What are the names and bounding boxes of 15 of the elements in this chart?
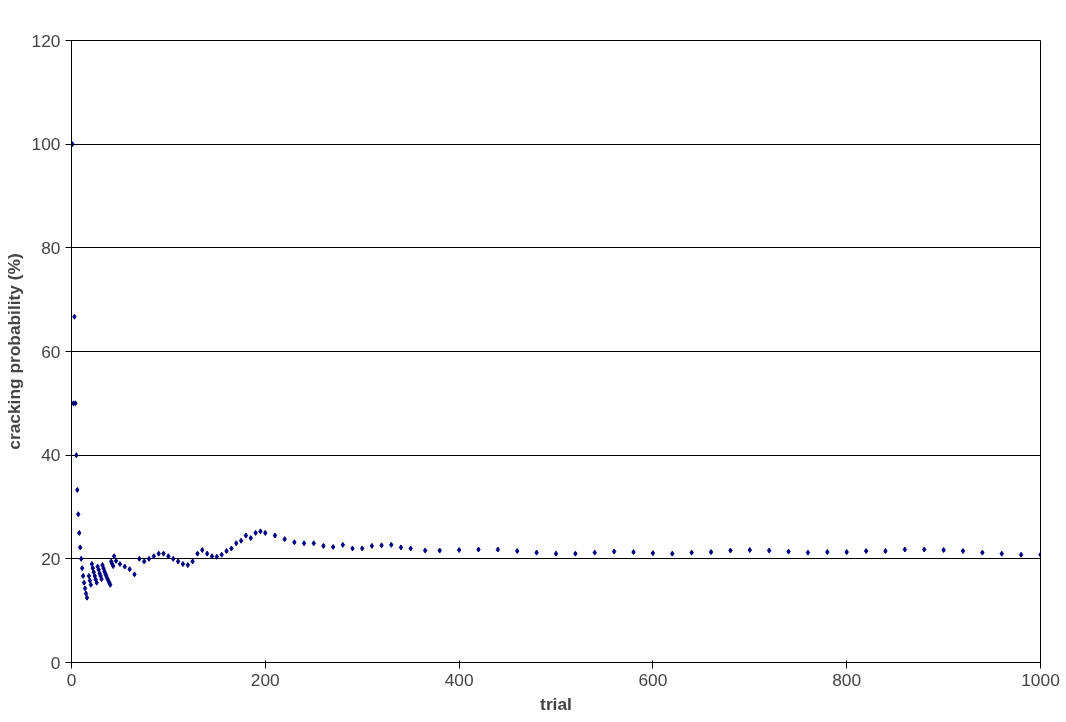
y-tick-label: 40 <box>41 445 61 466</box>
y-tick-label: 120 <box>31 30 61 51</box>
x-tick-label: 1000 <box>1021 669 1060 690</box>
x-tick-label: 0 <box>66 669 77 690</box>
x-tick-label: 600 <box>638 669 668 690</box>
x-tick-label: 400 <box>444 669 474 690</box>
y-tick-label: 0 <box>50 652 61 673</box>
y-tick-label: 80 <box>41 237 61 258</box>
y-tick-label: 60 <box>41 341 61 362</box>
x-axis-title: trial <box>540 693 572 714</box>
x-tick-label: 800 <box>832 669 862 690</box>
y-tick-label: 20 <box>41 548 61 569</box>
y-tick-label: 100 <box>31 134 61 155</box>
y-axis-title: cracking probability (%) <box>3 253 24 450</box>
x-tick-label: 200 <box>250 669 280 690</box>
